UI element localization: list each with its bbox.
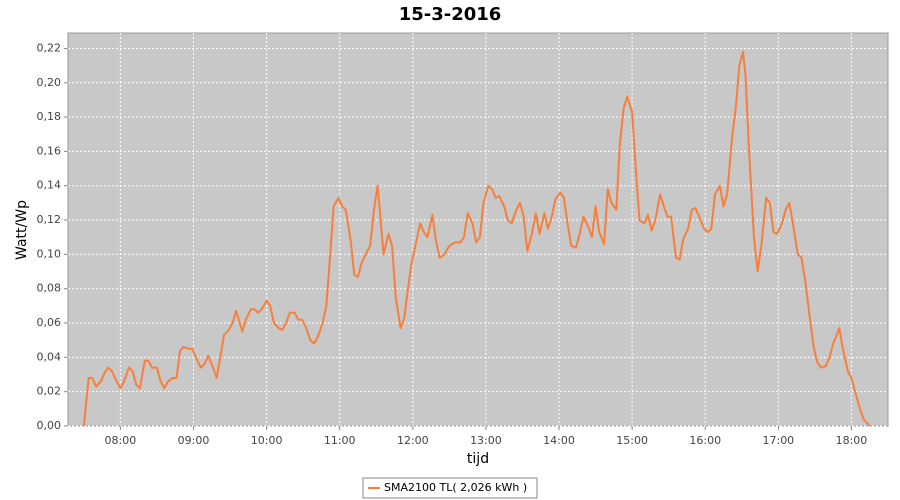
- y-tick-label: 0,08: [37, 282, 62, 295]
- x-tick-label: 18:00: [836, 434, 868, 447]
- y-tick-label: 0,18: [37, 110, 62, 123]
- plot-area: [67, 32, 889, 427]
- x-tick-label: 08:00: [105, 434, 137, 447]
- x-tick-label: 10:00: [251, 434, 283, 447]
- y-tick-label: 0,06: [37, 316, 62, 329]
- legend-box: [362, 477, 538, 499]
- x-tick-label: 16:00: [689, 434, 721, 447]
- y-axis-label: Watt/Wp: [14, 200, 30, 260]
- x-tick-label: 11:00: [324, 434, 356, 447]
- x-tick-label: 12:00: [397, 434, 429, 447]
- x-tick-label: 15:00: [616, 434, 648, 447]
- y-tick-label: 0,12: [37, 213, 62, 226]
- y-tick-label: 0,00: [37, 419, 62, 432]
- y-tick-label: 0,20: [37, 76, 62, 89]
- y-tick-label: 0,22: [37, 41, 62, 54]
- x-axis-label: tijd: [467, 451, 489, 467]
- y-tick-label: 0,14: [37, 179, 62, 192]
- y-tick-label: 0,02: [37, 385, 62, 398]
- x-tick-label: 09:00: [178, 434, 210, 447]
- chart-title: 15-3-2016: [399, 4, 502, 25]
- legend-label: SMA2100 TL( 2,026 kWh ): [384, 481, 527, 494]
- data-line: [82, 50, 871, 427]
- y-tick-label: 0,10: [37, 247, 62, 260]
- y-tick-label: 0,04: [37, 350, 62, 363]
- x-tick-label: 13:00: [470, 434, 502, 447]
- x-tick-label: 17:00: [762, 434, 794, 447]
- x-tick-label: 14:00: [543, 434, 575, 447]
- y-tick-label: 0,16: [37, 144, 62, 157]
